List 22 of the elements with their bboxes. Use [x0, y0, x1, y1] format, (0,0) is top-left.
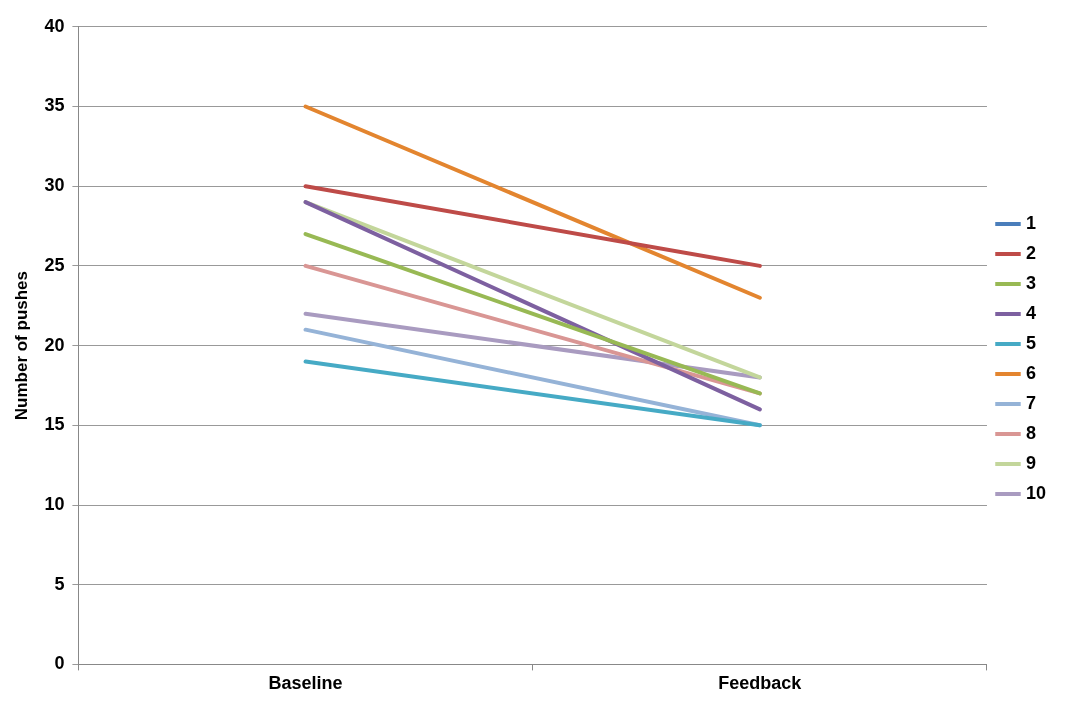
y-tick-label: 20: [44, 334, 65, 355]
legend-label: 5: [1025, 332, 1036, 353]
legend-label: 10: [1025, 482, 1047, 503]
legend-label: 7: [1025, 392, 1036, 413]
legend-label: 1: [1025, 212, 1036, 233]
y-tick-label: 35: [44, 95, 65, 116]
y-tick-label: 15: [44, 414, 65, 435]
legend-label: 9: [1025, 452, 1036, 473]
legend-label: 4: [1025, 302, 1036, 323]
legend-label: 6: [1025, 362, 1036, 383]
legend-label: 2: [1025, 242, 1036, 263]
x-tick-label: Feedback: [718, 673, 803, 694]
y-tick-label: 0: [54, 653, 65, 674]
y-tick-label: 40: [44, 15, 65, 36]
y-tick-label: 10: [44, 493, 65, 514]
legend-label: 3: [1025, 272, 1036, 293]
legend-label: 8: [1025, 422, 1036, 443]
y-tick-label: 30: [44, 175, 65, 196]
x-tick-label: Baseline: [268, 673, 343, 694]
y-tick-label: 25: [44, 254, 65, 275]
y-tick-label: 5: [54, 573, 65, 594]
y-axis-title: Number of pushes: [11, 270, 31, 421]
